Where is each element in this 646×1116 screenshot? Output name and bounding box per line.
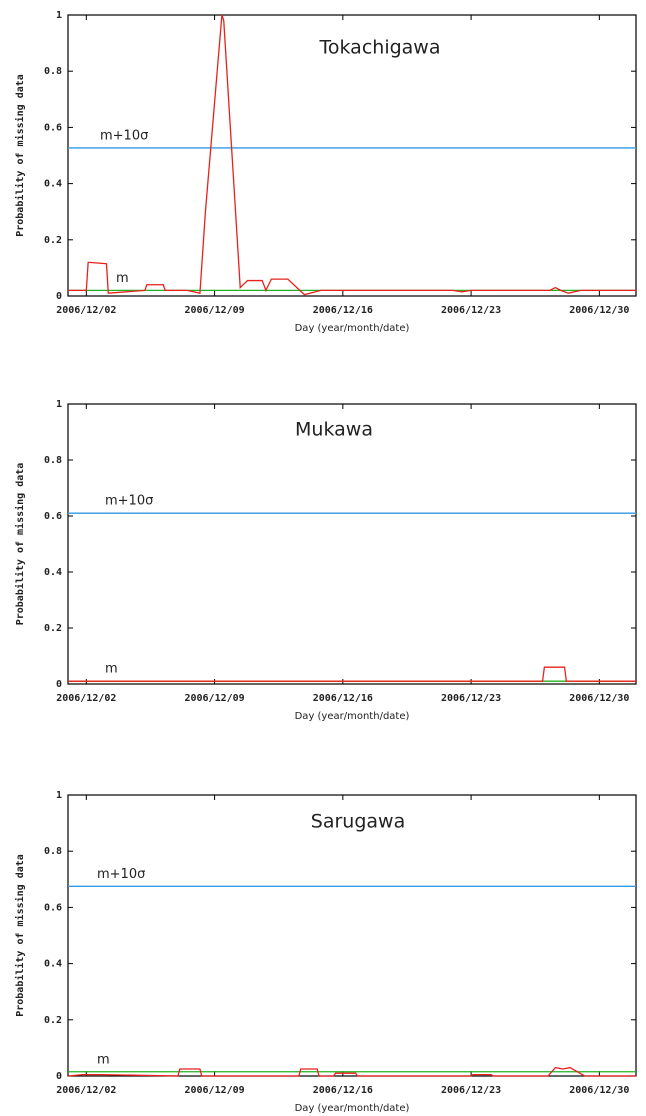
x-tick-label: 2006/12/30 — [569, 305, 629, 316]
y-tick-label: 1 — [56, 10, 62, 21]
chart-title: Mukawa — [295, 419, 373, 441]
chart: 0 0.2 0.4 0.6 0.8 1 2006/12/02 2006/12/09 2006/1… — [14, 790, 637, 1114]
y-tick-label: 0.4 — [44, 959, 62, 970]
chart-title: Sarugawa — [311, 811, 405, 833]
x-tick-label: 2006/12/09 — [184, 693, 244, 704]
x-tick-label: 2006/12/16 — [313, 693, 373, 704]
x-tick-label: 2006/12/30 — [569, 693, 629, 704]
x-tick-label: 2006/12/30 — [569, 1085, 629, 1096]
data-line — [68, 666, 636, 682]
y-tick-label: 0.4 — [44, 567, 62, 578]
y-tick-label: 0.6 — [44, 511, 62, 522]
reference-label: m — [97, 1052, 110, 1067]
reference-label: m+10σ — [105, 494, 153, 509]
x-axis-label: Day (year/month/date) — [295, 323, 410, 334]
x-tick-label: 2006/12/09 — [184, 1085, 244, 1096]
y-tick-label: 0.8 — [44, 66, 62, 77]
y-tick-label: 0.4 — [44, 179, 62, 190]
x-axis-label: Day (year/month/date) — [295, 1103, 410, 1114]
y-tick-label: 0 — [56, 291, 62, 302]
y-tick-label: 0.2 — [44, 623, 62, 634]
y-tick-label: 0.8 — [44, 455, 62, 466]
reference-label: m+10σ — [97, 867, 145, 882]
plot-frame — [67, 14, 637, 297]
y-tick-label: 0.2 — [44, 1015, 62, 1026]
x-tick-label: 2006/12/09 — [184, 305, 244, 316]
y-tick-label: 0 — [56, 1071, 62, 1082]
y-tick-label: 0.6 — [44, 902, 62, 913]
x-tick-label: 2006/12/02 — [56, 1085, 116, 1096]
plot-frame — [67, 794, 637, 1077]
y-tick-label: 0.6 — [44, 122, 62, 133]
y-axis-label: Probability of missing data — [14, 74, 26, 237]
chart: 0 0.2 0.4 0.6 0.8 1 2006/12/02 2006/12/09 2006/1… — [14, 10, 637, 334]
data-line — [67, 1066, 636, 1077]
y-tick-label: 0.8 — [44, 846, 62, 857]
x-tick-label: 2006/12/02 — [56, 693, 116, 704]
y-tick-label: 0 — [56, 679, 62, 690]
x-tick-label: 2006/12/23 — [441, 305, 501, 316]
reference-label: m — [105, 662, 118, 677]
chart-title: Tokachigawa — [319, 37, 441, 59]
x-tick-label: 2006/12/23 — [441, 693, 501, 704]
y-tick-label: 0.2 — [44, 235, 62, 246]
x-tick-label: 2006/12/02 — [56, 305, 116, 316]
chart: 0 0.2 0.4 0.6 0.8 1 2006/12/02 2006/12/09 2006/1… — [14, 399, 637, 722]
reference-label: m+10σ — [100, 128, 148, 143]
x-tick-label: 2006/12/23 — [441, 1085, 501, 1096]
y-tick-label: 1 — [56, 790, 62, 801]
plot-frame — [67, 403, 637, 685]
x-tick-label: 2006/12/16 — [313, 1085, 373, 1096]
y-axis-label: Probability of missing data — [14, 463, 26, 626]
data-line — [68, 14, 636, 296]
x-axis-label: Day (year/month/date) — [295, 711, 410, 722]
y-axis-label: Probability of missing data — [14, 854, 26, 1017]
y-tick-label: 1 — [56, 399, 62, 410]
x-tick-label: 2006/12/16 — [313, 305, 373, 316]
reference-label: m — [116, 271, 129, 286]
